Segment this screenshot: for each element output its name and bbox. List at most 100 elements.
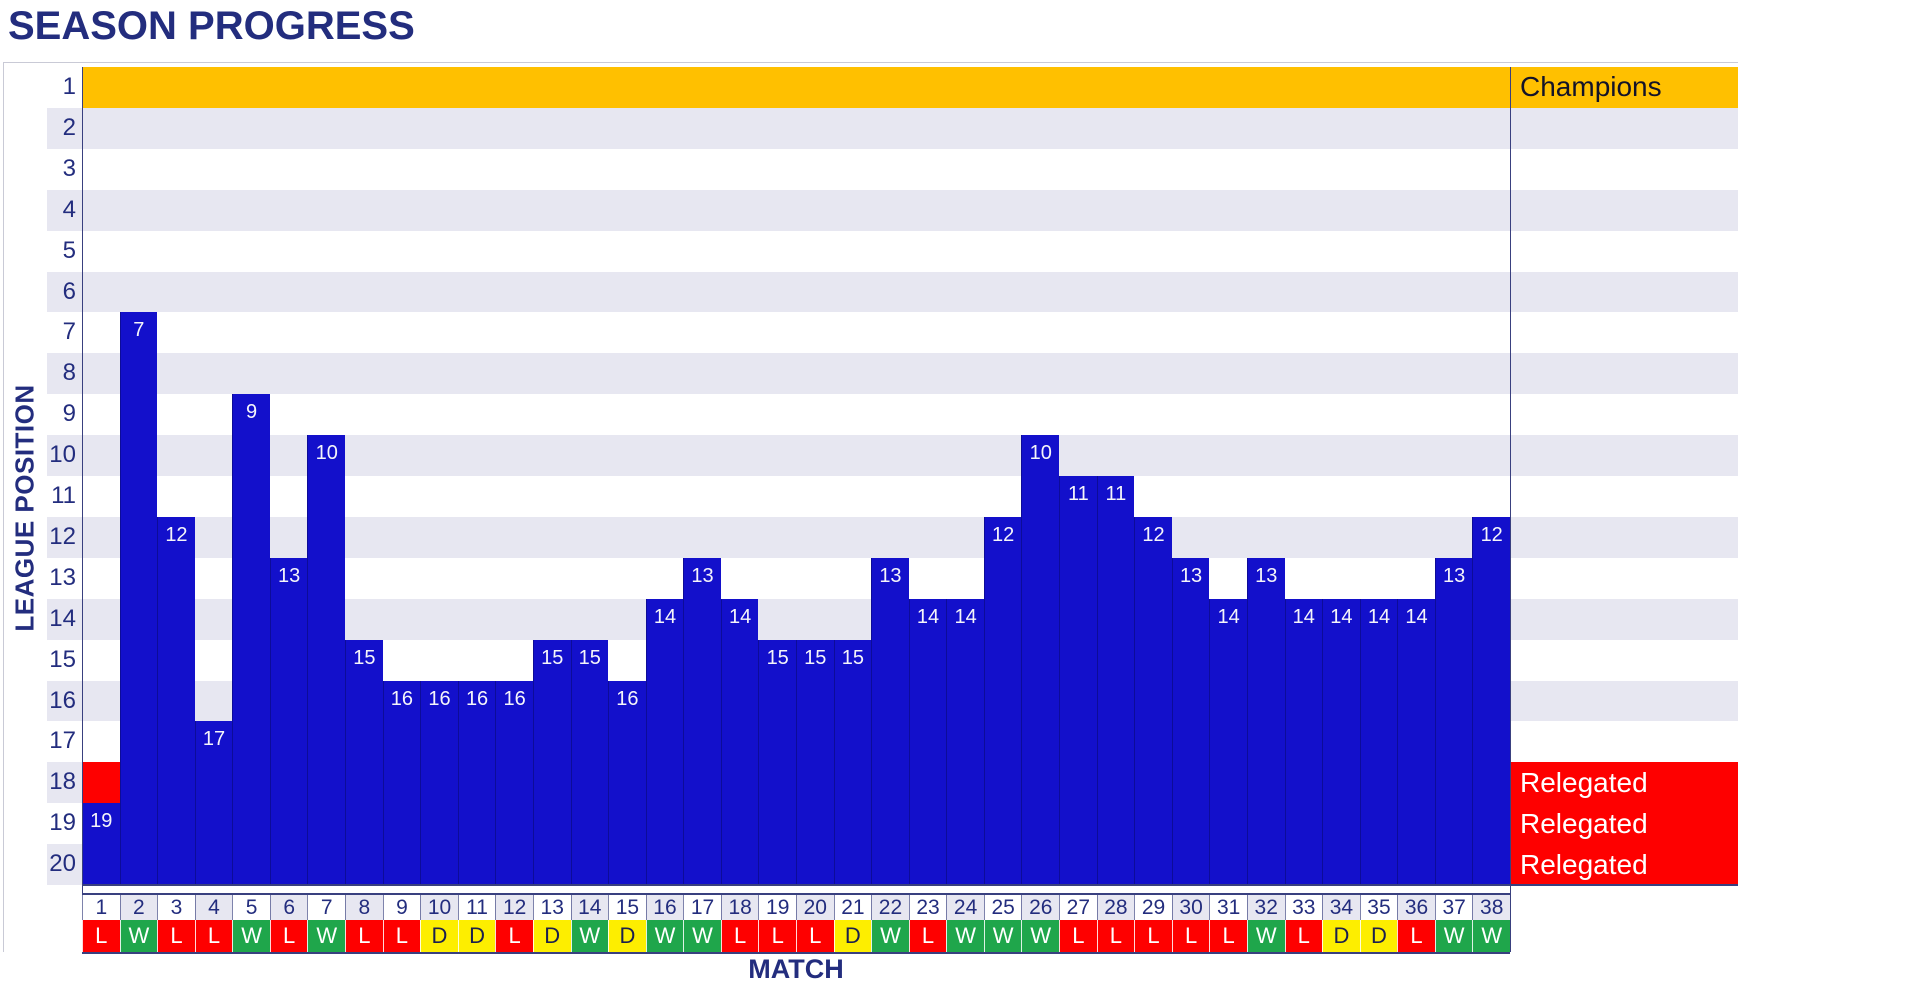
result-cell: L bbox=[1059, 920, 1097, 952]
result-cell: L bbox=[1171, 920, 1210, 952]
match-number-cell: 18 bbox=[720, 894, 759, 920]
position-bar: 12 bbox=[157, 516, 195, 885]
position-bar: 13 bbox=[871, 557, 909, 885]
bar-value-label: 14 bbox=[1367, 605, 1391, 628]
relegated-label: Relegated bbox=[1520, 848, 1648, 880]
position-bar: 16 bbox=[420, 680, 458, 885]
result-cell: W bbox=[871, 920, 909, 952]
chart-border-top bbox=[3, 62, 1738, 63]
result-cell: W bbox=[232, 920, 270, 952]
bar-value-label: 13 bbox=[1179, 564, 1203, 587]
position-bar: 13 bbox=[1171, 557, 1210, 885]
match-number-cell: 14 bbox=[570, 894, 609, 920]
y-tick-label: 20 bbox=[49, 850, 76, 878]
position-bar: 16 bbox=[495, 680, 533, 885]
y-tick-label: 3 bbox=[62, 154, 76, 182]
match-number-cell: 37 bbox=[1434, 894, 1473, 920]
result-cell: L bbox=[269, 920, 308, 952]
plot-right-border bbox=[1509, 67, 1511, 952]
bar-value-label: 14 bbox=[1292, 605, 1315, 628]
match-number-cell: 36 bbox=[1397, 894, 1435, 920]
result-cell: W bbox=[683, 920, 721, 952]
bar-value-label: 16 bbox=[465, 687, 489, 710]
position-bar: 13 bbox=[269, 557, 308, 885]
bar-value-label: 15 bbox=[804, 646, 827, 669]
bar-value-label: 13 bbox=[278, 564, 301, 587]
result-cell: W bbox=[1472, 920, 1510, 952]
result-cell: L bbox=[758, 920, 796, 952]
position-bar: 14 bbox=[645, 598, 684, 885]
match-number-cell: 24 bbox=[946, 894, 984, 920]
position-bar: 14 bbox=[1359, 598, 1398, 885]
result-cell: L bbox=[495, 920, 533, 952]
position-bar: 13 bbox=[1434, 557, 1473, 885]
position-bar: 15 bbox=[532, 639, 571, 885]
relegated-label: Relegated bbox=[1520, 766, 1648, 798]
match-number-cell: 13 bbox=[532, 894, 571, 920]
match-number-cell: 33 bbox=[1284, 894, 1323, 920]
position-bar: 15 bbox=[758, 639, 796, 885]
y-tick-label: 11 bbox=[51, 482, 76, 509]
y-tick-label: 2 bbox=[62, 113, 76, 141]
bar-value-label: 13 bbox=[691, 564, 714, 587]
bar-value-label: 14 bbox=[1217, 605, 1240, 628]
result-cell: L bbox=[1397, 920, 1435, 952]
bar-value-label: 13 bbox=[1255, 564, 1278, 587]
bar-value-label: 14 bbox=[954, 605, 977, 628]
match-number-cell: 12 bbox=[495, 894, 533, 920]
match-number-cell: 32 bbox=[1246, 894, 1285, 920]
bar-value-label: 12 bbox=[165, 523, 188, 546]
match-number-cell: 5 bbox=[232, 894, 270, 920]
position-bar: 16 bbox=[457, 680, 496, 885]
match-number-cell: 8 bbox=[345, 894, 383, 920]
match-number-cell: 27 bbox=[1059, 894, 1097, 920]
row-stripe bbox=[47, 189, 1738, 231]
bar-value-label: 16 bbox=[428, 687, 451, 710]
match-number-cell: 17 bbox=[683, 894, 721, 920]
match-number-cell: 23 bbox=[908, 894, 947, 920]
match-number-cell: 10 bbox=[420, 894, 458, 920]
position-bar: 14 bbox=[908, 598, 947, 885]
result-cell: L bbox=[345, 920, 383, 952]
row-stripe bbox=[47, 107, 1738, 149]
position-bar: 11 bbox=[1096, 476, 1135, 885]
position-bar: 12 bbox=[1472, 516, 1510, 885]
bar-value-label: 14 bbox=[728, 605, 752, 628]
result-cell: W bbox=[119, 920, 158, 952]
match-number-cell: 1 bbox=[82, 894, 120, 920]
result-cell: D bbox=[833, 920, 872, 952]
result-cell: L bbox=[82, 920, 120, 952]
bar-value-label: 15 bbox=[578, 646, 601, 669]
bar-value-label: 13 bbox=[1442, 564, 1466, 587]
x-axis-title: MATCH bbox=[748, 954, 844, 984]
y-tick-label: 17 bbox=[49, 727, 76, 755]
bar-value-label: 7 bbox=[133, 319, 145, 342]
result-cell: D bbox=[532, 920, 571, 952]
relegated-label: Relegated bbox=[1520, 807, 1648, 839]
bar-value-label: 10 bbox=[1029, 442, 1052, 465]
y-tick-label: 18 bbox=[49, 768, 76, 796]
y-tick-label: 12 bbox=[49, 522, 76, 550]
position-bar: 14 bbox=[1322, 598, 1360, 885]
result-cell: L bbox=[1134, 920, 1172, 952]
match-number-cell: 21 bbox=[833, 894, 872, 920]
result-cell: W bbox=[570, 920, 609, 952]
y-tick-label: 1 bbox=[62, 73, 76, 100]
y-axis-line bbox=[81, 67, 83, 952]
position-bar: 14 bbox=[720, 598, 759, 885]
y-tick-label: 4 bbox=[62, 195, 76, 223]
bar-value-label: 12 bbox=[992, 523, 1015, 546]
result-cell: L bbox=[796, 920, 834, 952]
row-stripe bbox=[47, 271, 1738, 313]
position-bar: 12 bbox=[1134, 516, 1172, 885]
bar-value-label: 15 bbox=[353, 646, 376, 669]
result-cell: D bbox=[420, 920, 458, 952]
match-number-cell: 16 bbox=[645, 894, 684, 920]
match-number-cell: 34 bbox=[1322, 894, 1360, 920]
y-tick-label: 19 bbox=[49, 809, 76, 837]
result-cell: L bbox=[382, 920, 421, 952]
chart-title: SEASON PROGRESS bbox=[8, 4, 415, 48]
result-cell: D bbox=[1322, 920, 1360, 952]
result-cell: L bbox=[720, 920, 759, 952]
